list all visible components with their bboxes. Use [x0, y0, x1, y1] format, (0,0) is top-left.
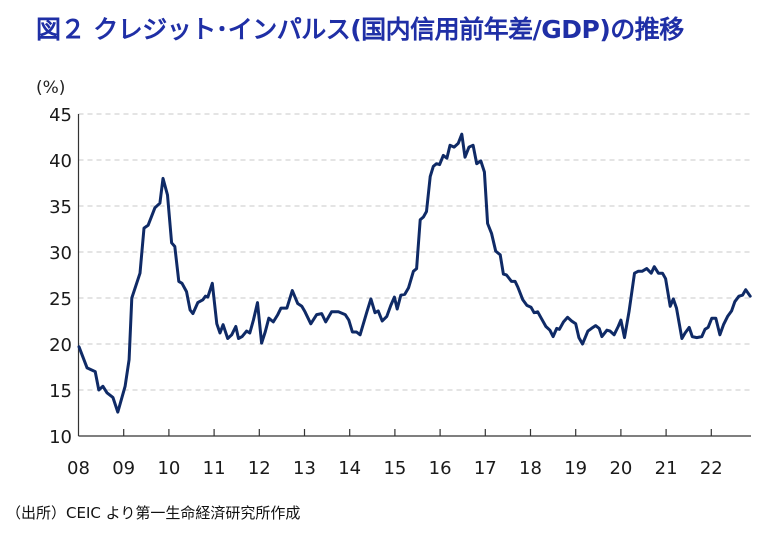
x-tick-label-15: 15	[383, 458, 406, 479]
y-tick-label-40: 40	[49, 151, 72, 172]
x-tick-label-21: 21	[655, 458, 678, 479]
x-tick-label-14: 14	[338, 458, 361, 479]
x-axis-ticks: 08 09 10 11 12 13 14 15 16 17 18 19 20 21 22	[67, 429, 723, 479]
source-note: （出所）CEIC より第一生命経済研究所作成	[6, 504, 301, 522]
y-tick-label-10: 10	[49, 427, 72, 448]
x-tick-label-22: 22	[700, 458, 723, 479]
y-tick-label-20: 20	[49, 335, 72, 356]
series-group	[77, 132, 752, 414]
y-tick-label-25: 25	[49, 289, 72, 310]
x-tick-label-13: 13	[293, 458, 316, 479]
x-tick-label-19: 19	[564, 458, 587, 479]
y-tick-label-35: 35	[49, 197, 72, 218]
x-tick-label-12: 12	[248, 458, 271, 479]
y-tick-label-15: 15	[49, 381, 72, 402]
y-axis-unit-label: (%)	[36, 78, 66, 98]
x-tick-label-17: 17	[474, 458, 497, 479]
x-tick-label-20: 20	[609, 458, 632, 479]
series-line-credit-impulse	[77, 132, 752, 414]
x-tick-label-18: 18	[519, 458, 542, 479]
y-tick-label-30: 30	[49, 243, 72, 264]
chart-title: 図２ クレジット･インパルス(国内信用前年差/GDP)の推移	[36, 15, 684, 44]
x-tick-label-11: 11	[203, 458, 226, 479]
x-tick-label-16: 16	[429, 458, 452, 479]
x-tick-label-09: 09	[112, 458, 135, 479]
y-axis-ticks: 10 15 20 25 30 35 40 45	[49, 105, 72, 448]
x-tick-label-10: 10	[157, 458, 180, 479]
x-tick-label-08: 08	[67, 458, 90, 479]
axes	[77, 114, 751, 437]
gridlines	[78, 113, 751, 391]
y-tick-label-45: 45	[49, 105, 72, 126]
